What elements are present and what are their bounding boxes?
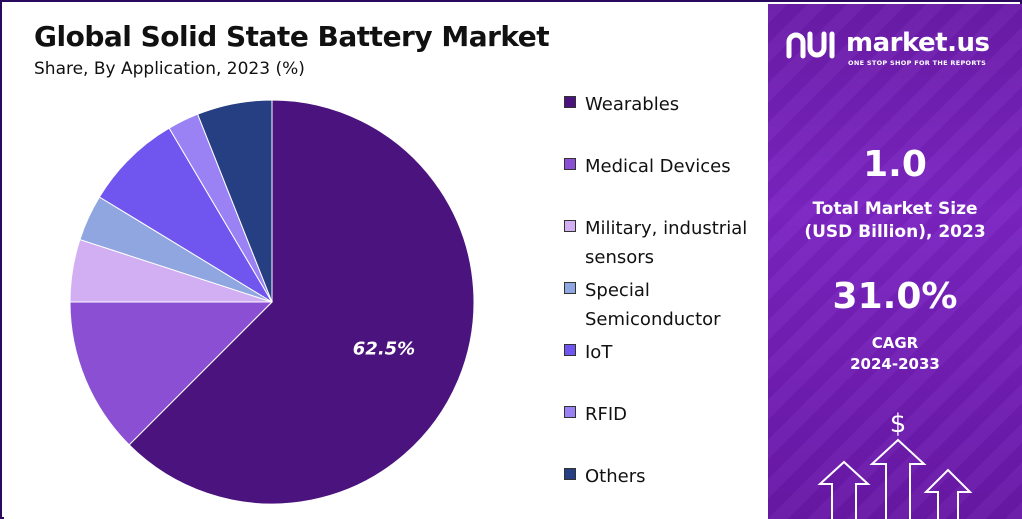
summary-sidebar: market.us ONE STOP SHOP FOR THE REPORTS …: [768, 4, 1022, 519]
growth-arrows-illustration: $: [817, 409, 973, 519]
pie-slice-iot: [98, 127, 273, 303]
pie-slice-medical-devices: [69, 301, 274, 446]
legend-label: Medical Devices: [585, 156, 731, 177]
pie-chart: 62.5%: [69, 99, 475, 505]
arrow-up-icon: [817, 438, 973, 519]
legend-swatch: [564, 96, 576, 108]
pie-data-labels: 62.5%: [353, 338, 415, 359]
dollar-icon: $: [890, 409, 907, 439]
chart-panel: Global Solid State Battery Market Share,…: [4, 4, 768, 519]
legend-swatch: [564, 282, 576, 294]
market-size-label-line2: (USD Billion), 2023: [804, 222, 986, 242]
market-us-logo-icon: [786, 31, 835, 59]
market-size-label-line1: Total Market Size: [812, 199, 978, 219]
legend-label: RFID: [585, 404, 628, 425]
legend-label: Military, industrial sensors: [585, 218, 748, 268]
legend-label: IoT: [585, 342, 613, 363]
legend-label: Wearables: [585, 94, 680, 115]
pie-slice-wearables: [128, 99, 475, 505]
legend-swatch: [564, 220, 576, 232]
market-size-value: 1.0: [863, 144, 927, 185]
brand-name: market.us: [846, 28, 990, 58]
brand-tagline: ONE STOP SHOP FOR THE REPORTS: [848, 59, 987, 67]
chart-title: Global Solid State Battery Market: [34, 20, 550, 53]
pie-slice-others: [196, 99, 273, 303]
cagr-label-line2: 2024-2033: [850, 355, 940, 373]
legend-swatch: [564, 406, 576, 418]
cagr-label-line1: CAGR: [871, 334, 919, 352]
pie-data-label-wearables: 62.5%: [353, 338, 415, 359]
legend-swatch: [564, 158, 576, 170]
legend-swatch: [564, 344, 576, 356]
chart-subtitle: Share, By Application, 2023 (%): [34, 59, 305, 79]
sidebar-background-pattern: [768, 4, 1022, 519]
pie-slices: [69, 99, 475, 505]
legend-label: Others: [585, 466, 646, 487]
legend-swatch: [564, 468, 576, 480]
cagr-value: 31.0%: [832, 276, 958, 317]
legend-label: Special Semiconductor: [585, 280, 721, 330]
